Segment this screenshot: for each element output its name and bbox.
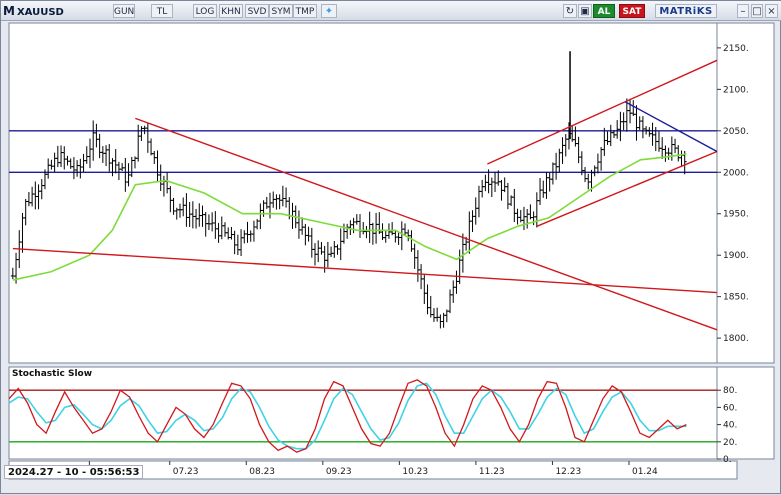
price-tick-label: 2100. — [723, 85, 749, 95]
stochastic-title: Stochastic Slow — [12, 369, 92, 379]
khn-button[interactable]: KHN — [219, 4, 243, 18]
close-icon[interactable]: × — [765, 4, 778, 18]
buy-button[interactable]: AL — [593, 4, 615, 18]
stoch-tick-label: 40. — [723, 421, 737, 431]
gun-button[interactable]: GUN — [113, 4, 135, 18]
time-tick-label: 07.23 — [173, 467, 199, 477]
price-axis-panel — [716, 22, 775, 364]
symbol-name: XAUUSD — [16, 7, 64, 18]
sym-button[interactable]: SYM — [269, 4, 293, 18]
price-tick-label: 1950. — [723, 210, 749, 220]
price-bars — [10, 98, 687, 329]
brand-logo: MATRiKS — [655, 4, 717, 18]
toolbar: M XAUUSD GUN TL LOG KHN SVD SYM TMP ✦ ↻ ▣… — [1, 1, 781, 21]
stoch-tick-label: 0. — [723, 455, 732, 465]
moving-average-line — [12, 153, 687, 281]
price-tick-label: 2150. — [723, 44, 749, 54]
price-tick-label: 1800. — [723, 334, 749, 344]
timestamp: 2024.27 - 10 - 05:56:53 — [4, 465, 144, 479]
refresh-icon[interactable]: ↻ — [563, 4, 577, 18]
time-tick-label: 08.23 — [249, 467, 275, 477]
twitter-icon[interactable]: ✦ — [321, 4, 337, 18]
price-tick-label: 1850. — [723, 293, 749, 303]
trendline — [624, 101, 718, 153]
stoch-tick-label: 80. — [723, 386, 737, 396]
tmp-button[interactable]: TMP — [293, 4, 317, 18]
minimize-icon[interactable]: – — [737, 4, 749, 18]
maximize-icon[interactable]: □ — [751, 4, 763, 18]
time-tick-label: 11.23 — [479, 467, 505, 477]
sell-button[interactable]: SAT — [619, 4, 645, 18]
symbol-prefix: M — [3, 4, 15, 18]
lock-icon[interactable]: ▣ — [578, 4, 592, 18]
log-button[interactable]: LOG — [193, 4, 217, 18]
price-tick-label: 2000. — [723, 168, 749, 178]
stoch-slow-d-line — [8, 382, 687, 450]
svd-button[interactable]: SVD — [245, 4, 269, 18]
time-tick-label: 10.23 — [402, 467, 428, 477]
main-panel — [8, 22, 718, 364]
tl-button[interactable]: TL — [151, 4, 173, 18]
trendline — [135, 117, 718, 331]
stochastic-axis-panel — [716, 366, 775, 460]
trendline — [12, 247, 718, 294]
stoch-slow-k-line — [8, 379, 687, 453]
stoch-tick-label: 20. — [723, 438, 737, 448]
time-tick-label: 12.23 — [555, 467, 581, 477]
trendline — [487, 59, 718, 165]
time-tick-label: 01.24 — [632, 467, 658, 477]
time-tick-label: 09.23 — [326, 467, 352, 477]
price-tick-label: 1900. — [723, 251, 749, 261]
price-tick-label: 2050. — [723, 127, 749, 137]
symbol-label[interactable]: M XAUUSD — [3, 3, 64, 19]
trendline — [536, 150, 718, 227]
stoch-tick-label: 60. — [723, 403, 737, 413]
